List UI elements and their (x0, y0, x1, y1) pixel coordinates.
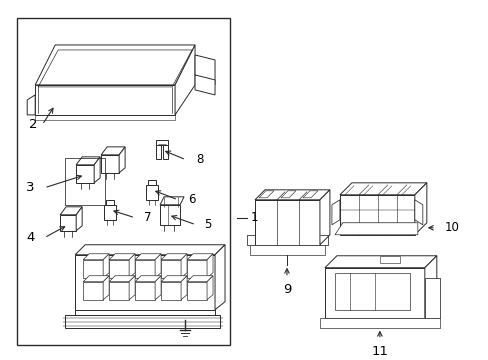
Polygon shape (103, 254, 109, 278)
Polygon shape (161, 282, 181, 300)
Polygon shape (187, 276, 213, 282)
Polygon shape (129, 276, 135, 300)
Polygon shape (161, 254, 187, 260)
Polygon shape (324, 268, 424, 318)
Polygon shape (175, 45, 195, 115)
Polygon shape (160, 205, 180, 225)
Polygon shape (119, 147, 125, 173)
Polygon shape (75, 310, 215, 322)
Text: 3: 3 (26, 181, 34, 194)
Polygon shape (146, 185, 158, 201)
Polygon shape (129, 254, 135, 278)
Polygon shape (83, 254, 109, 260)
Polygon shape (76, 165, 94, 183)
Text: 11: 11 (370, 345, 387, 358)
Polygon shape (181, 254, 187, 278)
Polygon shape (101, 147, 125, 155)
Polygon shape (104, 205, 116, 220)
Polygon shape (424, 256, 436, 318)
Polygon shape (206, 254, 213, 278)
Polygon shape (155, 276, 161, 300)
Polygon shape (109, 260, 129, 278)
Polygon shape (334, 273, 409, 310)
Polygon shape (156, 140, 168, 145)
Text: 2: 2 (29, 118, 38, 131)
Text: 6: 6 (188, 193, 195, 206)
Polygon shape (181, 276, 187, 300)
Polygon shape (334, 223, 417, 235)
Polygon shape (206, 276, 213, 300)
Polygon shape (83, 276, 109, 282)
Polygon shape (249, 245, 324, 255)
Text: 7: 7 (144, 211, 152, 224)
Polygon shape (75, 255, 215, 310)
Polygon shape (160, 197, 183, 205)
Polygon shape (35, 45, 195, 85)
Text: 9: 9 (282, 283, 290, 296)
Polygon shape (303, 191, 317, 198)
Polygon shape (109, 254, 135, 260)
Polygon shape (324, 256, 436, 268)
Polygon shape (319, 318, 439, 328)
Polygon shape (76, 207, 82, 231)
Polygon shape (331, 200, 339, 225)
Polygon shape (135, 260, 155, 278)
Polygon shape (135, 276, 161, 282)
Polygon shape (60, 215, 76, 231)
Polygon shape (259, 191, 273, 198)
Polygon shape (161, 276, 187, 282)
Polygon shape (215, 245, 224, 310)
Polygon shape (65, 315, 220, 328)
Polygon shape (155, 254, 161, 278)
Polygon shape (414, 183, 426, 235)
Polygon shape (379, 256, 399, 263)
Polygon shape (156, 145, 161, 159)
Polygon shape (106, 200, 114, 205)
Polygon shape (414, 200, 422, 225)
Text: 8: 8 (196, 153, 203, 166)
Polygon shape (83, 260, 103, 278)
Polygon shape (148, 180, 156, 185)
Polygon shape (319, 190, 329, 245)
Polygon shape (187, 260, 206, 278)
Polygon shape (195, 55, 215, 85)
Polygon shape (35, 85, 175, 115)
Polygon shape (195, 75, 215, 95)
Polygon shape (424, 278, 439, 318)
Polygon shape (339, 183, 426, 195)
Polygon shape (163, 145, 168, 159)
Text: 4: 4 (26, 231, 34, 244)
Polygon shape (339, 195, 414, 235)
Text: 1: 1 (250, 211, 257, 224)
Polygon shape (76, 157, 100, 165)
Polygon shape (103, 276, 109, 300)
Polygon shape (254, 200, 319, 245)
Polygon shape (60, 207, 82, 215)
Text: 5: 5 (204, 218, 211, 231)
Polygon shape (135, 254, 161, 260)
Polygon shape (281, 191, 295, 198)
Polygon shape (75, 245, 224, 255)
Polygon shape (109, 276, 135, 282)
Polygon shape (94, 157, 100, 183)
Polygon shape (101, 155, 119, 173)
Polygon shape (161, 260, 181, 278)
Polygon shape (254, 190, 329, 200)
Polygon shape (187, 282, 206, 300)
Polygon shape (187, 254, 213, 260)
Polygon shape (135, 282, 155, 300)
Polygon shape (27, 95, 35, 115)
Polygon shape (109, 282, 129, 300)
Polygon shape (83, 282, 103, 300)
Text: 10: 10 (444, 221, 458, 234)
